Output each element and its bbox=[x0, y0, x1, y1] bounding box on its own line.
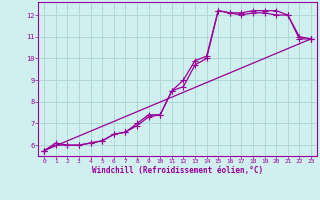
X-axis label: Windchill (Refroidissement éolien,°C): Windchill (Refroidissement éolien,°C) bbox=[92, 166, 263, 175]
